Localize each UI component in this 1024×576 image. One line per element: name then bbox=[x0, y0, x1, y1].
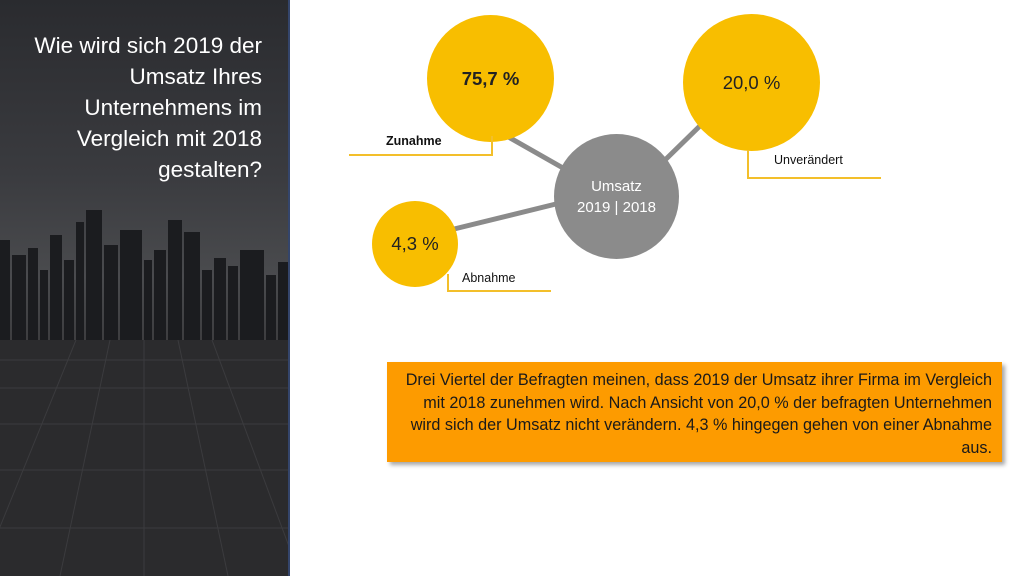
tick-increase bbox=[491, 136, 493, 156]
rooftop-floor-image bbox=[0, 340, 288, 576]
bubble-unchanged: 20,0 % bbox=[683, 14, 820, 151]
info-text-box: Drei Viertel der Befragten meinen, dass … bbox=[387, 362, 1002, 462]
background-photo-panel: Wie wird sich 2019 der Umsatz Ihres Unte… bbox=[0, 0, 288, 576]
bubble-decrease: 4,3 % bbox=[372, 201, 458, 287]
info-text: Drei Viertel der Befragten meinen, dass … bbox=[405, 371, 992, 457]
center-circle: Umsatz 2019 | 2018 bbox=[554, 134, 679, 259]
underline-increase bbox=[349, 154, 493, 156]
bubble-increase: 75,7 % bbox=[427, 15, 554, 142]
panel-divider bbox=[288, 0, 290, 576]
label-decrease: Abnahme bbox=[462, 271, 516, 285]
tick-decrease bbox=[447, 274, 449, 292]
center-line-1: Umsatz bbox=[591, 177, 642, 195]
underline-decrease bbox=[447, 290, 551, 292]
label-increase: Zunahme bbox=[386, 134, 442, 148]
city-skyline-image bbox=[0, 210, 288, 350]
label-unchanged: Unverändert bbox=[774, 153, 843, 167]
value-unchanged: 20,0 % bbox=[722, 71, 781, 93]
value-increase: 75,7 % bbox=[461, 67, 520, 89]
underline-unchanged bbox=[747, 177, 881, 179]
value-decrease: 4,3 % bbox=[391, 233, 439, 254]
center-line-2: 2019 | 2018 bbox=[577, 198, 656, 216]
slide-title: Wie wird sich 2019 der Umsatz Ihres Unte… bbox=[34, 33, 262, 182]
tick-unchanged bbox=[747, 150, 749, 179]
